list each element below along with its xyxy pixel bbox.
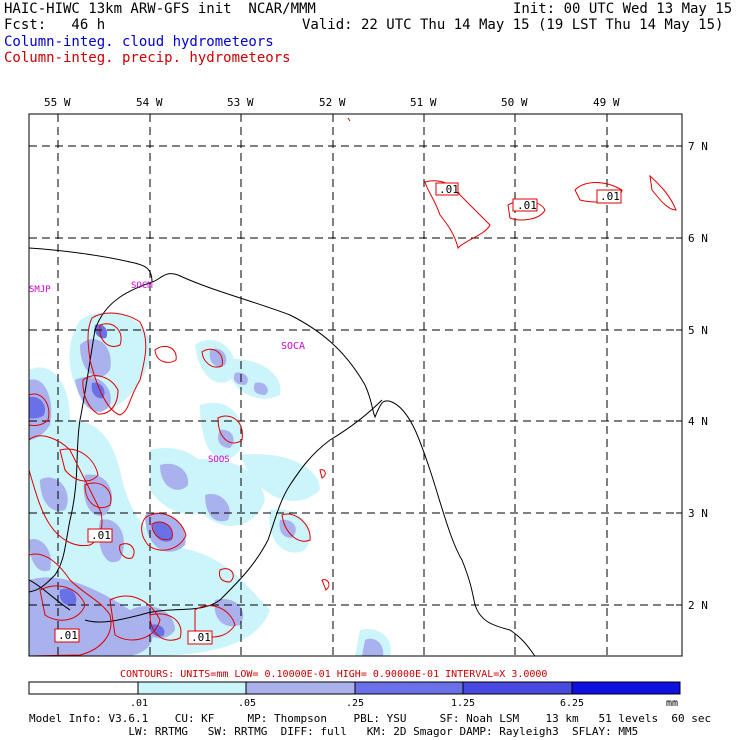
contours-info: CONTOURS: UNITS=mm LOW= 0.10000E-01 HIGH… <box>120 669 547 680</box>
colorbar-bin-5 <box>571 681 681 695</box>
lon-label-52w: 52 W <box>319 96 346 109</box>
colorbar-unit: mm <box>666 698 678 709</box>
colorbar-bin-3 <box>354 681 464 695</box>
lat-label-3n: 3 N <box>688 507 708 520</box>
contour-label-box <box>87 528 113 543</box>
forecast-hour: Fcst: 46 h <box>4 17 106 33</box>
colorbar-bin-4 <box>462 681 573 695</box>
lat-label-6n: 6 N <box>688 232 708 245</box>
contour-label-box <box>187 630 213 645</box>
station-soca: SOCA <box>281 341 305 352</box>
init-time: Init: 00 UTC Wed 13 May 15 <box>513 1 733 17</box>
colorbar-tick: .01 <box>130 698 148 709</box>
contour-label-box <box>596 189 622 204</box>
model-info-line1: Model Info: V3.6.1 CU: KF MP: Thompson P… <box>29 712 712 725</box>
valid-time: Valid: 22 UTC Thu 14 May 15 (19 LST Thu … <box>302 17 724 33</box>
lat-label-7n: 7 N <box>688 140 708 153</box>
country-border <box>29 281 383 623</box>
map-content: .01 .01 .01 .01 .01 .01 SMJP SOCM SOCA S… <box>29 114 682 656</box>
contour-label-box <box>512 198 538 212</box>
lon-label-51w: 51 W <box>410 96 437 109</box>
contour-label: .01 <box>439 183 459 196</box>
lat-lon-grid <box>29 114 682 656</box>
station-labels: SMJP SOCM SOCA SOOS <box>29 281 305 465</box>
plot-title: HAIC-HIWC 13km ARW-GFS init NCAR/MMM <box>4 1 316 17</box>
model-info-line2: LW: RRTMG SW: RRTMG DIFF: full KM: 2D Sm… <box>29 725 639 738</box>
lat-ticks <box>676 145 682 606</box>
lat-label-5n: 5 N <box>688 324 708 337</box>
legend-cloud-hydrometeors: Column-integ. cloud hydrometeors <box>4 34 274 50</box>
contour-label: .01 <box>191 631 211 644</box>
lat-label-4n: 4 N <box>688 415 708 428</box>
contour-label: .01 <box>517 199 537 212</box>
colorbar-tick: 1.25 <box>451 698 475 709</box>
lon-label-54w: 54 W <box>136 96 163 109</box>
lon-label-53w: 53 W <box>227 96 254 109</box>
contour-label: .01 <box>91 529 111 542</box>
station-socm: SOCM <box>131 281 153 291</box>
colorbar: .01 .05 .25 1.25 6.25 mm <box>28 681 681 709</box>
station-smjp: SMJP <box>29 285 51 295</box>
lon-label-50w: 50 W <box>501 96 528 109</box>
lon-label-55w: 55 W <box>44 96 71 109</box>
colorbar-tick: .25 <box>346 698 364 709</box>
colorbar-tick: 6.25 <box>560 698 584 709</box>
colorbar-bin-0 <box>28 681 139 695</box>
colorbar-bin-2 <box>245 681 356 695</box>
colorbar-bin-1 <box>137 681 247 695</box>
station-soos: SOOS <box>208 455 230 465</box>
lat-label-2n: 2 N <box>688 599 708 612</box>
contour-label: .01 <box>600 190 620 203</box>
map-frame <box>28 113 683 657</box>
contour-label-box <box>435 182 459 196</box>
lon-label-49w: 49 W <box>593 96 620 109</box>
contour-label-box <box>54 628 80 643</box>
coastline <box>29 247 536 656</box>
contour-label: .01 <box>58 629 78 642</box>
colorbar-tick: .05 <box>238 698 256 709</box>
contour-labels: .01 .01 .01 .01 .01 .01 <box>54 182 622 645</box>
legend-precip-hydrometeors: Column-integ. precip. hydrometeors <box>4 50 291 66</box>
